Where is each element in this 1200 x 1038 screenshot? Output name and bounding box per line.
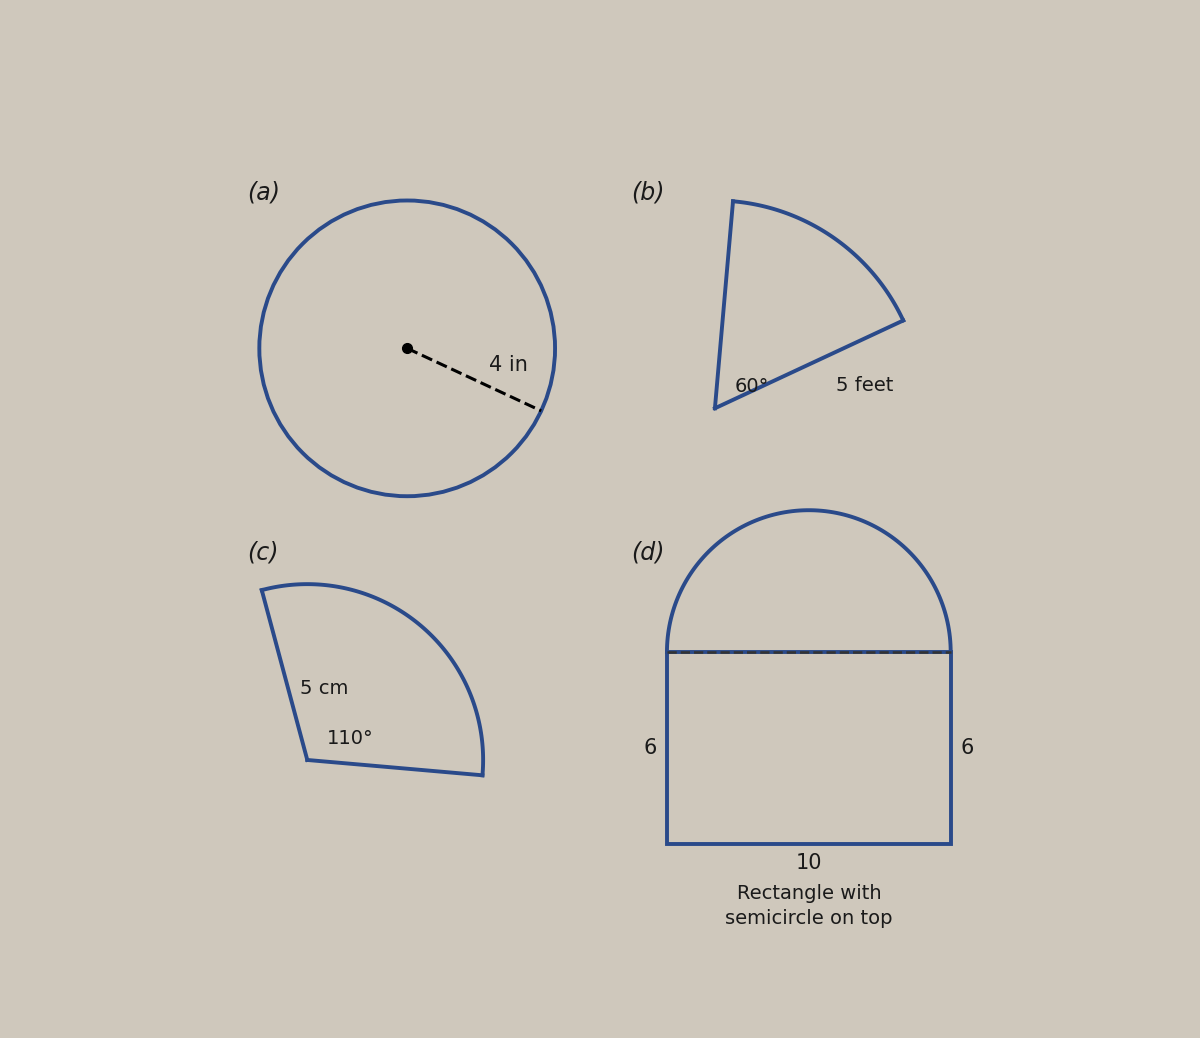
Text: 10: 10 — [796, 853, 822, 874]
Text: (b): (b) — [631, 181, 665, 204]
Text: (c): (c) — [247, 540, 278, 565]
Text: (a): (a) — [247, 181, 281, 204]
Text: Rectangle with
semicircle on top: Rectangle with semicircle on top — [725, 884, 893, 928]
Text: (d): (d) — [631, 540, 665, 565]
Text: 4 in: 4 in — [488, 355, 528, 375]
Text: 6: 6 — [644, 738, 658, 758]
Text: 6: 6 — [960, 738, 973, 758]
Text: 60°: 60° — [734, 377, 769, 397]
Text: 5 cm: 5 cm — [300, 679, 348, 699]
Bar — [667, 652, 950, 844]
Text: 110°: 110° — [328, 729, 374, 748]
Text: 5 feet: 5 feet — [836, 376, 893, 394]
